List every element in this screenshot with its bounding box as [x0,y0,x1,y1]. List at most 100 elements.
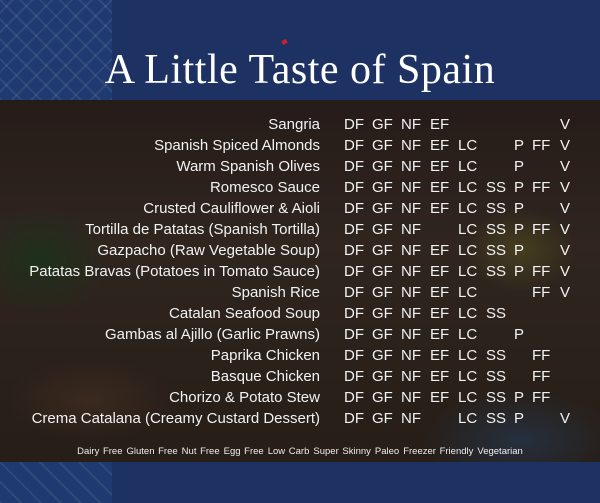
diet-tag: V [560,179,571,196]
diet-tag: LC [458,284,478,301]
menu-row: Chorizo & Potato Stew DF GF NF EF LC SS P FF [0,387,600,408]
diet-tag: DF [344,158,364,175]
diet-tag: FF [532,179,551,196]
diet-tag: DF [344,326,364,343]
menu-row: Spanish Spiced Almonds DF GF NF EF LC P FF V [0,135,600,156]
diet-tag: DF [344,242,364,259]
diet-tag: FF [532,347,551,364]
diet-tag: SS [486,410,507,427]
diet-tag: GF [372,389,393,406]
diet-tag: LC [458,347,478,364]
diet-tag: DF [344,284,364,301]
diet-tag: FF [532,221,551,238]
diet-tag: GF [372,116,393,133]
diet-tag: V [560,242,571,259]
diet-tag: GF [372,263,393,280]
background-photo [0,100,600,462]
diet-tag: DF [344,389,364,406]
menu-row: Crusted Cauliflower & Aioli DF GF NF EF LC SS P… [0,198,600,219]
menu-row: Spanish Rice DF GF NF EF LC FF V [0,282,600,303]
diet-tag: P [514,263,525,280]
diet-tag: LC [458,179,478,196]
diet-tag: EF [430,263,450,280]
legend-item: Freezer Friendly [403,446,474,457]
diet-tag: V [560,263,571,280]
menu-row: Paprika Chicken DF GF NF EF LC SS FF [0,345,600,366]
diet-tag: DF [344,305,364,322]
diet-tag: NF [401,263,421,280]
diet-tag: DF [344,200,364,217]
menu-row: Basque Chicken DF GF NF EF LC SS FF [0,366,600,387]
diet-tag: DF [344,368,364,385]
diet-tag: P [514,410,525,427]
dish-name: Warm Spanish Olives [176,158,320,175]
diet-tag: NF [401,389,421,406]
diet-tag: DF [344,116,364,133]
diet-tag: SS [486,368,507,385]
diet-tag: DF [344,137,364,154]
legend-item: Nut Free [181,446,220,457]
diet-tag: SS [486,389,507,406]
diet-tag: FF [532,137,551,154]
legend-item: Dairy Free [77,446,123,457]
menu-row: Crema Catalana (Creamy Custard Dessert) D… [0,408,600,429]
diet-tag: P [514,137,525,154]
menu-row: Catalan Seafood Soup DF GF NF EF LC SS [0,303,600,324]
diet-tag: DF [344,179,364,196]
diet-tag: LC [458,389,478,406]
diet-tag: SS [486,179,507,196]
diet-tag: NF [401,305,421,322]
diet-tag: P [514,221,525,238]
diet-tag: SS [486,221,507,238]
legend: Dairy Free Gluten Free Nut Free Egg Free Low… [0,446,600,457]
menu-row: Gazpacho (Raw Vegetable Soup) DF GF NF EF LC S… [0,240,600,261]
diet-tag: GF [372,242,393,259]
diet-tag: DF [344,221,364,238]
dish-name: Tortilla de Patatas (Spanish Tortilla) [85,221,320,238]
dish-name: Spanish Rice [231,284,320,301]
diet-tag: EF [430,389,450,406]
dish-name: Basque Chicken [210,368,320,385]
diet-tag: FF [532,368,551,385]
diet-tag: EF [430,242,450,259]
diet-tag: V [560,221,571,238]
diet-tag: P [514,242,525,259]
diet-tag: P [514,389,525,406]
diet-tag: EF [430,200,450,217]
diet-tag: LC [458,221,478,238]
diet-tag: NF [401,221,421,238]
diet-tag: GF [372,347,393,364]
diet-tag: GF [372,284,393,301]
diet-tag: NF [401,410,421,427]
diet-tag: GF [372,200,393,217]
diet-tag: GF [372,326,393,343]
dish-name: Gazpacho (Raw Vegetable Soup) [97,242,320,259]
legend-item: Super Skinny [313,446,371,457]
diet-tag: P [514,200,525,217]
diet-tag: FF [532,389,551,406]
diet-tag: FF [532,284,551,301]
diet-tag: NF [401,326,421,343]
diet-tag: GF [372,221,393,238]
diet-tag: EF [430,368,450,385]
diet-tag: GF [372,137,393,154]
menu-row: Gambas al Ajillo (Garlic Prawns) DF GF NF EF… [0,324,600,345]
diet-tag: NF [401,242,421,259]
page-title: A Little Taste of Spain [104,47,496,93]
diet-tag: LC [458,305,478,322]
legend-item: Gluten Free [126,446,178,457]
diet-tag: SS [486,242,507,259]
menu-row: Patatas Bravas (Potatoes in Tomato Sauce… [0,261,600,282]
dish-name: Paprika Chicken [210,347,320,364]
diet-tag: V [560,200,571,217]
diet-tag: DF [344,263,364,280]
menu-row: Warm Spanish Olives DF GF NF EF LC P V [0,156,600,177]
diet-tag: LC [458,326,478,343]
diet-tag: SS [486,263,507,280]
diet-tag: NF [401,200,421,217]
diet-tag: FF [532,263,551,280]
diet-tag: NF [401,158,421,175]
diet-tag: EF [430,137,450,154]
diet-tag: EF [430,116,450,133]
dish-name: Patatas Bravas (Potatoes in Tomato Sauce… [29,263,320,280]
